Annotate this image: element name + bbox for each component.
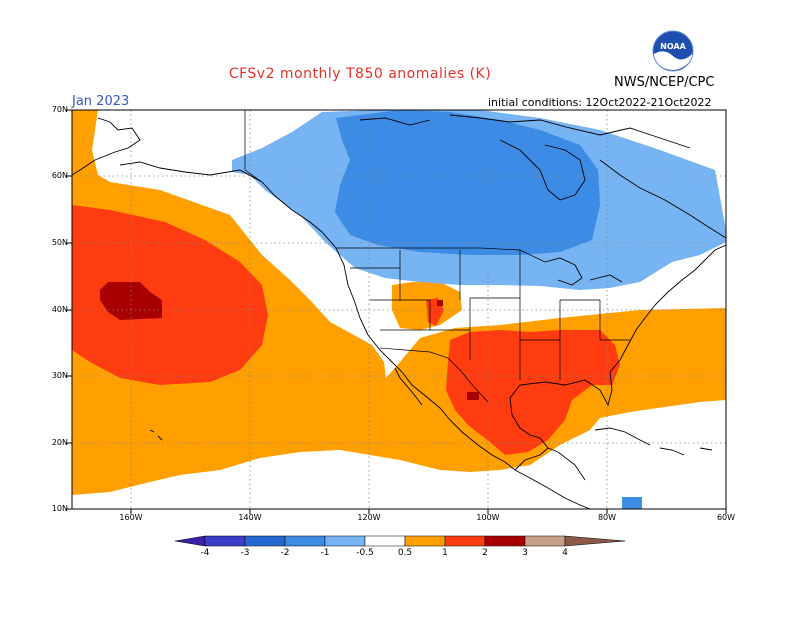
lat-label-70n: 70N bbox=[51, 105, 68, 114]
noaa-logo-icon: NOAA bbox=[652, 30, 694, 72]
colorbar bbox=[174, 535, 626, 547]
svg-text:NOAA: NOAA bbox=[660, 42, 686, 51]
political-borders bbox=[244, 110, 630, 403]
lon-label-100w: 100W bbox=[476, 513, 500, 522]
anomaly-lightblue-caribbean bbox=[622, 497, 642, 509]
initial-conditions: initial conditions: 12Oct2022-21Oct2022 bbox=[488, 96, 712, 109]
colorbar-swatch-1-05 bbox=[324, 535, 366, 547]
colorbar-label: 1 bbox=[442, 548, 448, 558]
lon-label-80w: 80W bbox=[597, 513, 617, 522]
lat-label-20n: 20N bbox=[51, 438, 68, 447]
colorbar-label: -1 bbox=[320, 548, 330, 558]
colorbar-swatch-3-2 bbox=[244, 535, 286, 547]
anomaly-midblue-canada bbox=[335, 110, 600, 255]
anomaly-darkred-pacific bbox=[100, 282, 162, 320]
lon-label-140w: 140W bbox=[238, 513, 262, 522]
anomaly-red-us-south bbox=[446, 330, 620, 455]
anomaly-darkred-colorado bbox=[437, 300, 443, 306]
colorbar-swatch-3-4 bbox=[524, 535, 566, 547]
colorbar-label: 4 bbox=[562, 548, 568, 558]
colorbar-swatch-4-3 bbox=[204, 535, 246, 547]
colorbar-swatch-2-1 bbox=[284, 535, 326, 547]
lon-label-60w: 60W bbox=[716, 513, 736, 522]
colorbar-label: -4 bbox=[200, 548, 210, 558]
colorbar-swatch-2-3 bbox=[484, 535, 526, 547]
colorbar-label: 3 bbox=[522, 548, 528, 558]
lat-label-30n: 30N bbox=[51, 371, 68, 380]
anomaly-darkred-texas bbox=[467, 392, 479, 400]
lat-label-40n: 40N bbox=[51, 305, 68, 314]
colorbar-label: 2 bbox=[482, 548, 488, 558]
colorbar-swatch-lt-4 bbox=[174, 535, 206, 547]
graticule bbox=[72, 110, 726, 509]
colorbar-swatch-gt-4 bbox=[564, 535, 626, 547]
anomaly-red-pacific bbox=[72, 205, 268, 385]
axis-ticks bbox=[66, 109, 727, 514]
colorbar-swatch-neutral bbox=[364, 535, 406, 547]
colorbar-label: -3 bbox=[240, 548, 250, 558]
coastlines bbox=[72, 114, 726, 509]
lat-label-60n: 60N bbox=[51, 171, 68, 180]
anomaly-shading bbox=[72, 110, 726, 509]
colorbar-swatch-05-1 bbox=[404, 535, 446, 547]
colorbar-swatch-1-2 bbox=[444, 535, 486, 547]
lon-label-160w: 160W bbox=[119, 513, 143, 522]
agency-label: NWS/NCEP/CPC bbox=[614, 75, 715, 90]
lon-label-120w: 120W bbox=[357, 513, 381, 522]
colorbar-label: 0.5 bbox=[397, 548, 413, 558]
lat-label-10n: 10N bbox=[51, 504, 68, 513]
lat-label-50n: 50N bbox=[51, 238, 68, 247]
map-title: CFSv2 monthly T850 anomalies (K) bbox=[228, 66, 492, 82]
forecast-period: Jan 2023 bbox=[72, 94, 130, 109]
colorbar-label: -2 bbox=[280, 548, 290, 558]
colorbar-label: -0.5 bbox=[356, 548, 374, 558]
